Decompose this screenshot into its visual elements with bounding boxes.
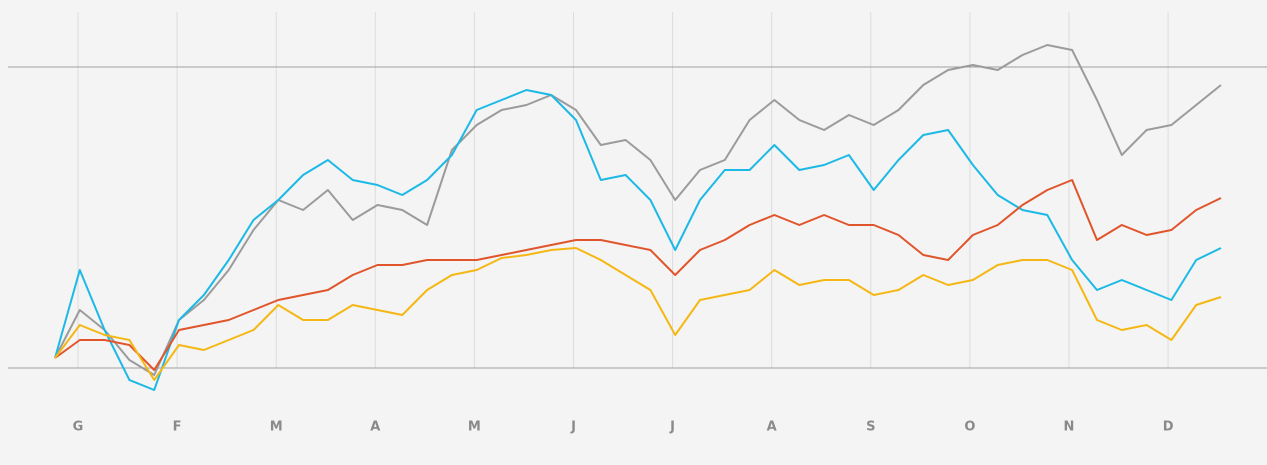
x-tick-label: M: [270, 420, 283, 435]
x-tick-label: D: [1163, 420, 1174, 435]
x-tick-label: N: [1064, 420, 1075, 435]
x-tick-label: J: [669, 420, 675, 435]
series-line: [54, 89, 1222, 391]
x-tick-label: G: [73, 420, 84, 435]
x-tick-label: O: [964, 420, 975, 435]
x-tick-label: A: [370, 420, 380, 435]
series-line: [54, 247, 1222, 381]
series-line: [54, 44, 1222, 376]
x-tick-label: M: [468, 420, 481, 435]
x-tick-label: S: [866, 420, 875, 435]
series-line: [54, 179, 1222, 371]
x-tick-label: A: [767, 420, 777, 435]
x-tick-label: J: [570, 420, 576, 435]
x-tick-label: F: [173, 420, 182, 435]
